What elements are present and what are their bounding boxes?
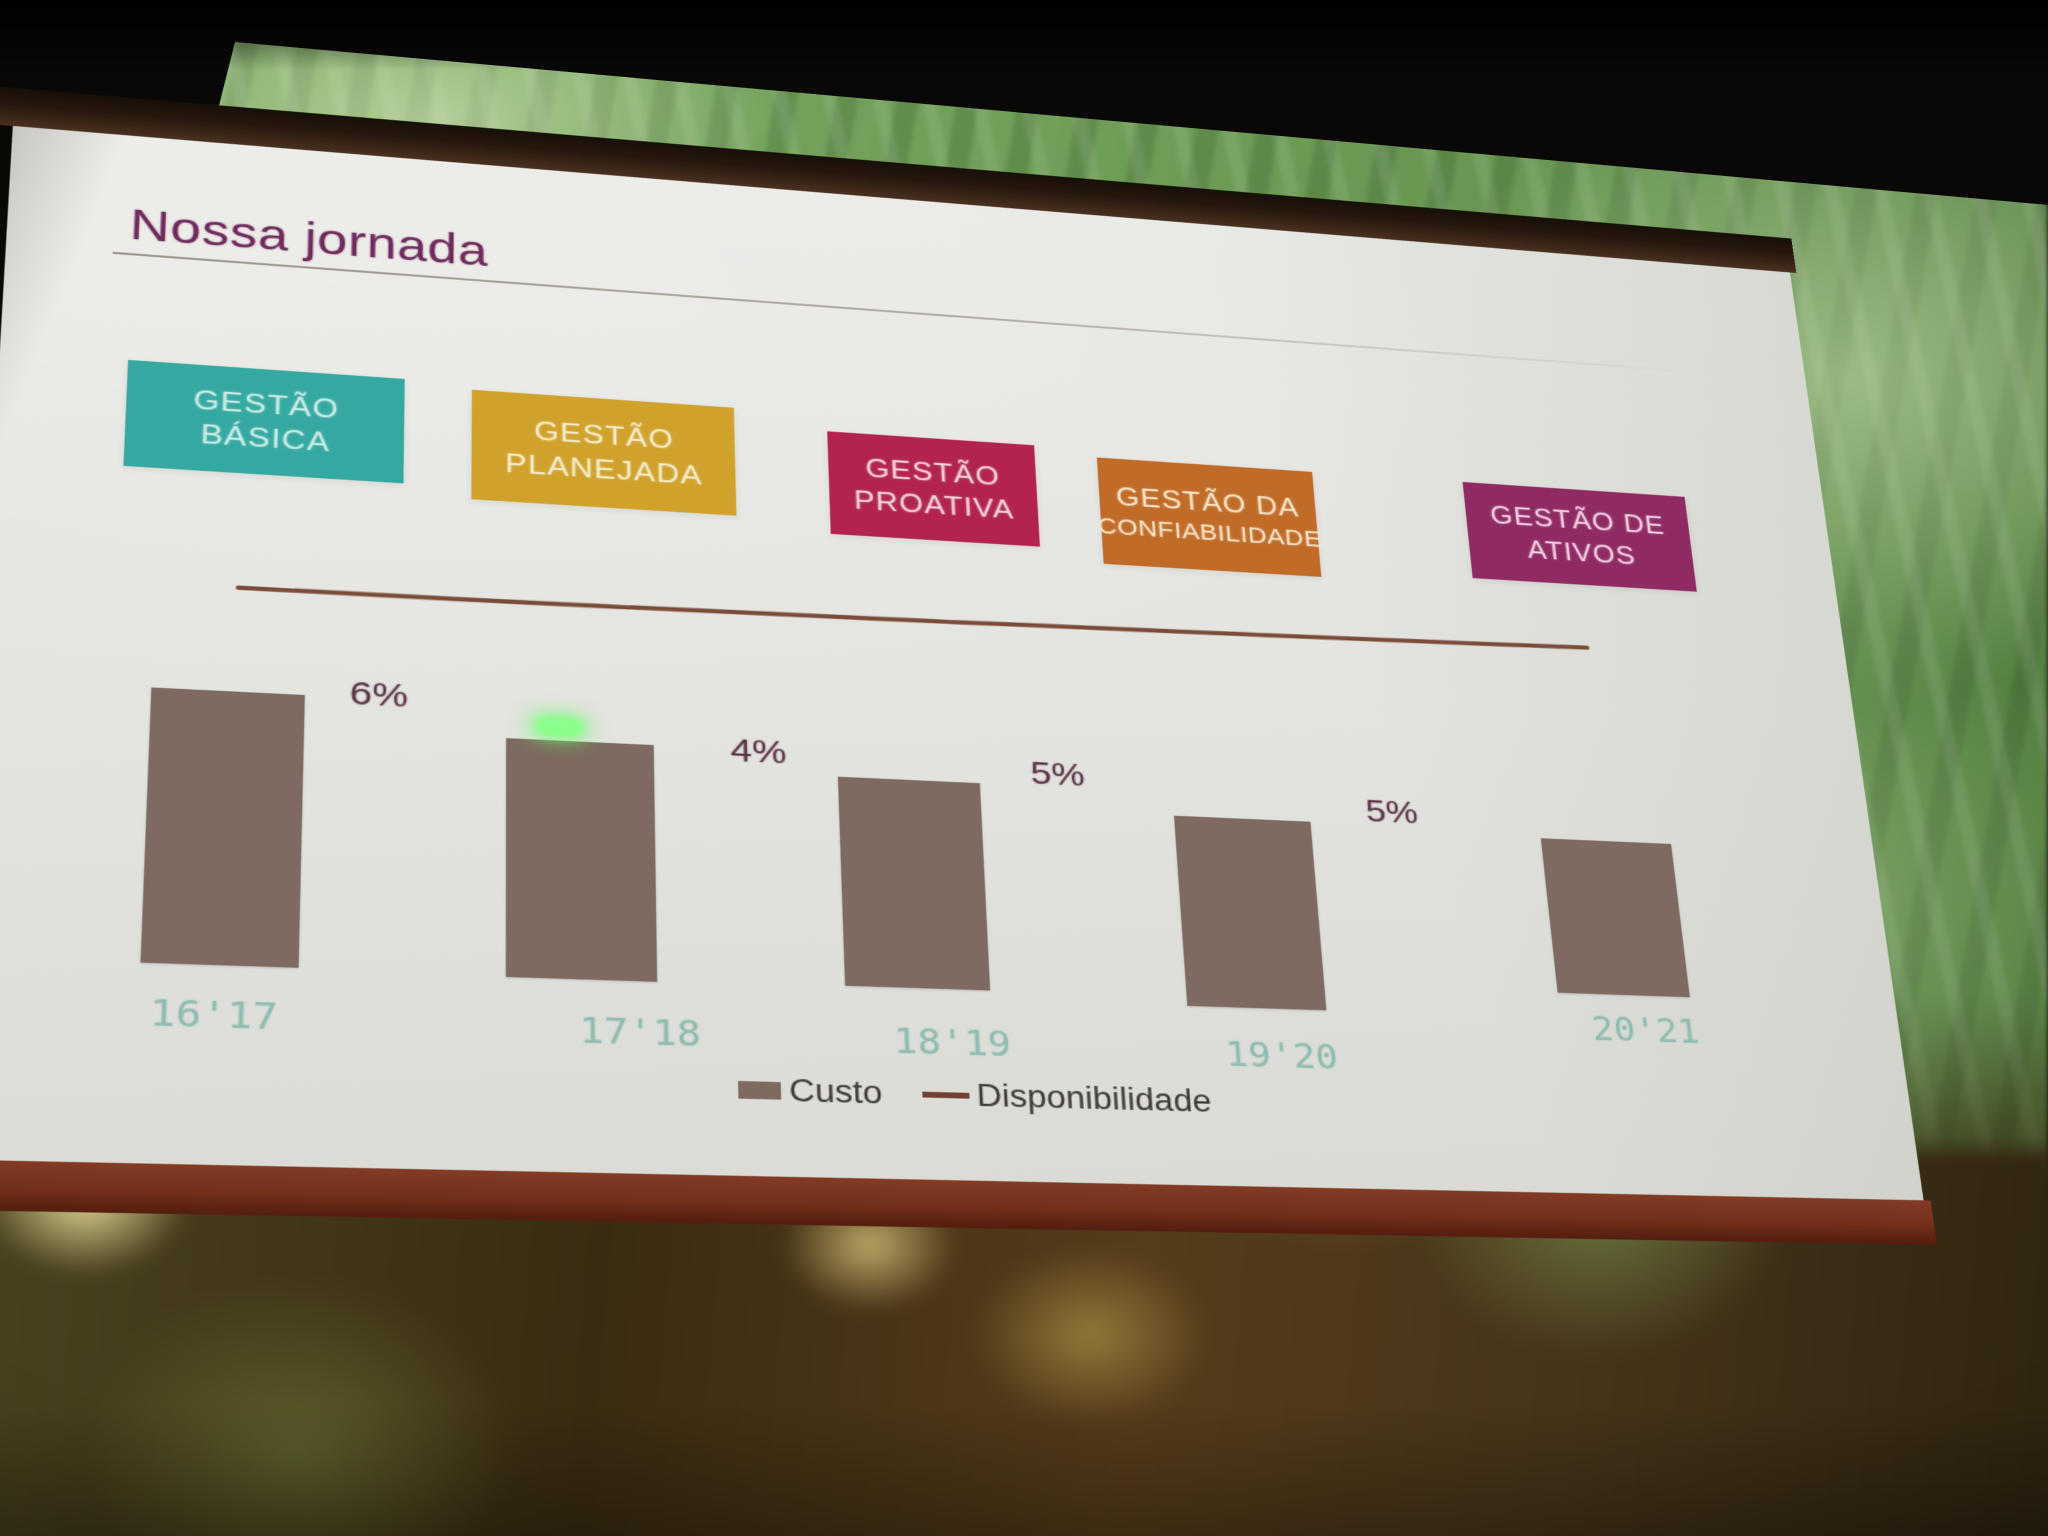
slide-content: Nossa jornada GESTÃO BÁSICA GESTÃO PLANE… [0,88,1930,1245]
laser-pointer-dot [537,719,581,734]
bar-annotation-6pct: 6% [349,675,409,715]
bar-custo-19-20 [1173,815,1327,1011]
bar-custo-17-18 [505,738,658,982]
legend-disponibilidade-line-swatch [921,1091,969,1099]
x-category-label-18-19: 18'19 [893,1021,1013,1066]
x-category-label-19-20: 19'20 [1224,1035,1340,1078]
bar-custo-18-19 [837,776,991,991]
bar-annotation-4pct: 4% [730,732,787,772]
legend-disponibilidade-label: Disponibilidade [975,1078,1213,1119]
projected-slide: Nossa jornada GESTÃO BÁSICA GESTÃO PLANE… [0,84,1937,1246]
x-category-label-17-18: 17'18 [579,1010,702,1056]
x-category-label-16-17: 16'17 [148,992,279,1039]
bar-annotation-5pct-a: 5% [1029,755,1086,794]
bar-custo-16-17 [140,687,305,968]
x-category-label-20-21: 20'21 [1590,1010,1702,1052]
legend-custo-label: Custo [788,1072,884,1111]
legend-custo-swatch [738,1080,782,1100]
bar-custo-20-21 [1540,838,1690,998]
disponibilidade-line [0,88,1930,1245]
bar-annotation-5pct-b: 5% [1364,793,1420,831]
